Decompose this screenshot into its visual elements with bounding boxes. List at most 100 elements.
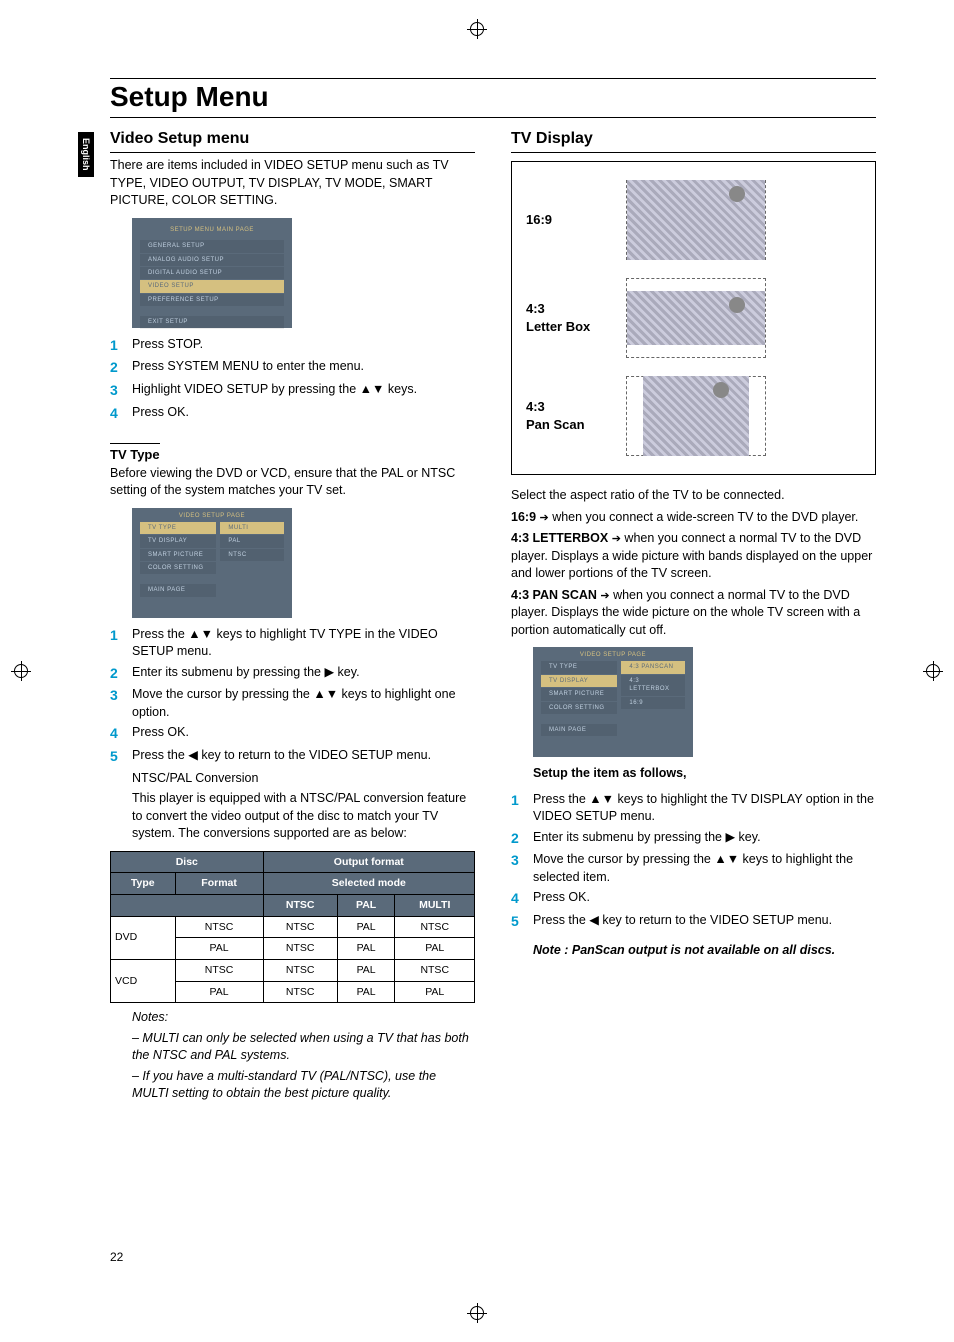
conversion-heading: NTSC/PAL Conversion bbox=[110, 770, 475, 788]
tv-display-heading: TV Display bbox=[511, 128, 876, 153]
menu-item-highlighted: 4:3 PANSCAN bbox=[621, 661, 685, 673]
aspect-label-line: Pan Scan bbox=[526, 417, 585, 432]
arrow-right-icon bbox=[612, 531, 621, 545]
table-cell: NTSC bbox=[175, 916, 263, 938]
step-text: Enter its submenu by pressing the ▶ key. bbox=[132, 664, 475, 684]
table-cell: NTSC bbox=[263, 981, 337, 1003]
table-header: Disc bbox=[111, 851, 264, 873]
table-cell: NTSC bbox=[395, 916, 475, 938]
table-header: NTSC bbox=[263, 894, 337, 916]
setup-heading: Setup the item as follows, bbox=[511, 765, 876, 783]
step-text: Move the cursor by pressing the ▲▼ keys … bbox=[132, 686, 475, 721]
step-number: 3 bbox=[110, 381, 132, 401]
table-header: MULTI bbox=[395, 894, 475, 916]
menu-item-highlighted: MULTI bbox=[220, 522, 284, 534]
step-text: Press STOP. bbox=[132, 336, 475, 356]
step-text: Press the ▲▼ keys to highlight TV TYPE i… bbox=[132, 626, 475, 661]
step-number: 4 bbox=[511, 889, 533, 909]
tv-screen-icon bbox=[626, 278, 766, 358]
page-title: Setup Menu bbox=[110, 78, 876, 118]
tv-type-heading: TV Type bbox=[110, 443, 160, 464]
menu-item: PREFERENCE SETUP bbox=[140, 294, 284, 306]
table-cell: PAL bbox=[395, 938, 475, 960]
option-bold: 4:3 LETTERBOX bbox=[511, 531, 612, 545]
step-text: Press the ◀ key to return to the VIDEO S… bbox=[132, 747, 475, 767]
tv-type-intro: Before viewing the DVD or VCD, ensure th… bbox=[110, 465, 475, 500]
registration-mark-top bbox=[470, 22, 484, 36]
table-cell: NTSC bbox=[263, 959, 337, 981]
step-text: Press OK. bbox=[132, 404, 475, 424]
steps-list-3: 1Press the ▲▼ keys to highlight the TV D… bbox=[511, 791, 876, 932]
steps-list-2: 1Press the ▲▼ keys to highlight TV TYPE … bbox=[110, 626, 475, 767]
step-number: 1 bbox=[511, 791, 533, 826]
table-header: Selected mode bbox=[263, 873, 474, 895]
table-cell: PAL bbox=[175, 938, 263, 960]
video-setup-intro: There are items included in VIDEO SETUP … bbox=[110, 157, 475, 210]
tv-display-intro: Select the aspect ratio of the TV to be … bbox=[511, 487, 876, 505]
note-text: – If you have a multi-standard TV (PAL/N… bbox=[110, 1068, 475, 1103]
step-number: 4 bbox=[110, 724, 132, 744]
steps-list-1: 1Press STOP. 2Press SYSTEM MENU to enter… bbox=[110, 336, 475, 423]
option-bold: 4:3 PAN SCAN bbox=[511, 588, 600, 602]
option-bold: 16:9 bbox=[511, 510, 540, 524]
step-text: Highlight VIDEO SETUP by pressing the ▲▼… bbox=[132, 381, 475, 401]
menu-item: SMART PICTURE bbox=[140, 549, 216, 561]
table-cell: PAL bbox=[337, 916, 395, 938]
menu-exit: EXIT SETUP bbox=[140, 316, 284, 328]
video-setup-screenshot: VIDEO SETUP PAGE TV TYPE TV DISPLAY SMAR… bbox=[132, 508, 292, 618]
step-number: 3 bbox=[110, 686, 132, 721]
aspect-row-169: 16:9 bbox=[526, 180, 861, 260]
video-setup-heading: Video Setup menu bbox=[110, 128, 475, 153]
menu-item-highlighted: VIDEO SETUP bbox=[140, 280, 284, 292]
registration-mark-bottom bbox=[470, 1306, 484, 1320]
table-cell: PAL bbox=[175, 981, 263, 1003]
table-row: VCD NTSC NTSC PAL NTSC bbox=[111, 959, 475, 981]
page-content: English Setup Menu Video Setup menu Ther… bbox=[78, 78, 876, 1264]
menu-item: 4:3 LETTERBOX bbox=[621, 675, 685, 696]
menu-item: COLOR SETTING bbox=[541, 702, 617, 714]
menu-item: TV TYPE bbox=[541, 661, 617, 673]
table-cell: PAL bbox=[337, 938, 395, 960]
table-header: Output format bbox=[263, 851, 474, 873]
aspect-row-panscan: 4:3 Pan Scan bbox=[526, 376, 861, 456]
screenshot-header: SETUP MENU MAIN PAGE bbox=[140, 226, 284, 234]
menu-item: PAL bbox=[220, 535, 284, 547]
registration-mark-left bbox=[14, 664, 28, 678]
menu-item: GENERAL SETUP bbox=[140, 240, 284, 252]
aspect-label-line: 4:3 bbox=[526, 399, 545, 414]
menu-item: DIGITAL AUDIO SETUP bbox=[140, 267, 284, 279]
menu-item: TV DISPLAY bbox=[140, 535, 216, 547]
left-column: Video Setup menu There are items include… bbox=[110, 128, 475, 1106]
aspect-label-line: Letter Box bbox=[526, 319, 590, 334]
step-text: Press SYSTEM MENU to enter the menu. bbox=[132, 358, 475, 378]
tv-display-illustration: 16:9 4:3 Letter Box 4:3 Pan Scan bbox=[511, 161, 876, 475]
step-text: Press OK. bbox=[533, 889, 876, 909]
menu-main-page: MAIN PAGE bbox=[140, 584, 216, 596]
step-text: Enter its submenu by pressing the ▶ key. bbox=[533, 829, 876, 849]
step-number: 5 bbox=[511, 912, 533, 932]
step-number: 2 bbox=[110, 664, 132, 684]
step-number: 3 bbox=[511, 851, 533, 886]
table-cell: NTSC bbox=[395, 959, 475, 981]
step-number: 1 bbox=[110, 336, 132, 356]
option-panscan: 4:3 PAN SCAN when you connect a normal T… bbox=[511, 587, 876, 640]
step-number: 2 bbox=[110, 358, 132, 378]
option-letterbox: 4:3 LETTERBOX when you connect a normal … bbox=[511, 530, 876, 583]
aspect-label-line: 4:3 bbox=[526, 301, 545, 316]
tv-screen-icon bbox=[626, 376, 766, 456]
setup-menu-screenshot: SETUP MENU MAIN PAGE GENERAL SETUP ANALO… bbox=[132, 218, 292, 328]
menu-item: NTSC bbox=[220, 549, 284, 561]
table-cell: VCD bbox=[111, 959, 176, 1002]
notes-label: Notes: bbox=[110, 1009, 475, 1027]
table-cell: NTSC bbox=[175, 959, 263, 981]
registration-mark-right bbox=[926, 664, 940, 678]
two-column-layout: Video Setup menu There are items include… bbox=[110, 128, 876, 1106]
language-tab: English bbox=[78, 132, 94, 177]
aspect-label: 4:3 Pan Scan bbox=[526, 398, 626, 434]
screenshot-header: VIDEO SETUP PAGE bbox=[140, 512, 284, 520]
conversion-table: Disc Output format Type Format Selected … bbox=[110, 851, 475, 1004]
menu-item-highlighted: TV TYPE bbox=[140, 522, 216, 534]
aspect-row-letterbox: 4:3 Letter Box bbox=[526, 278, 861, 358]
menu-item: SMART PICTURE bbox=[541, 688, 617, 700]
step-text: Press the ▲▼ keys to highlight the TV DI… bbox=[533, 791, 876, 826]
